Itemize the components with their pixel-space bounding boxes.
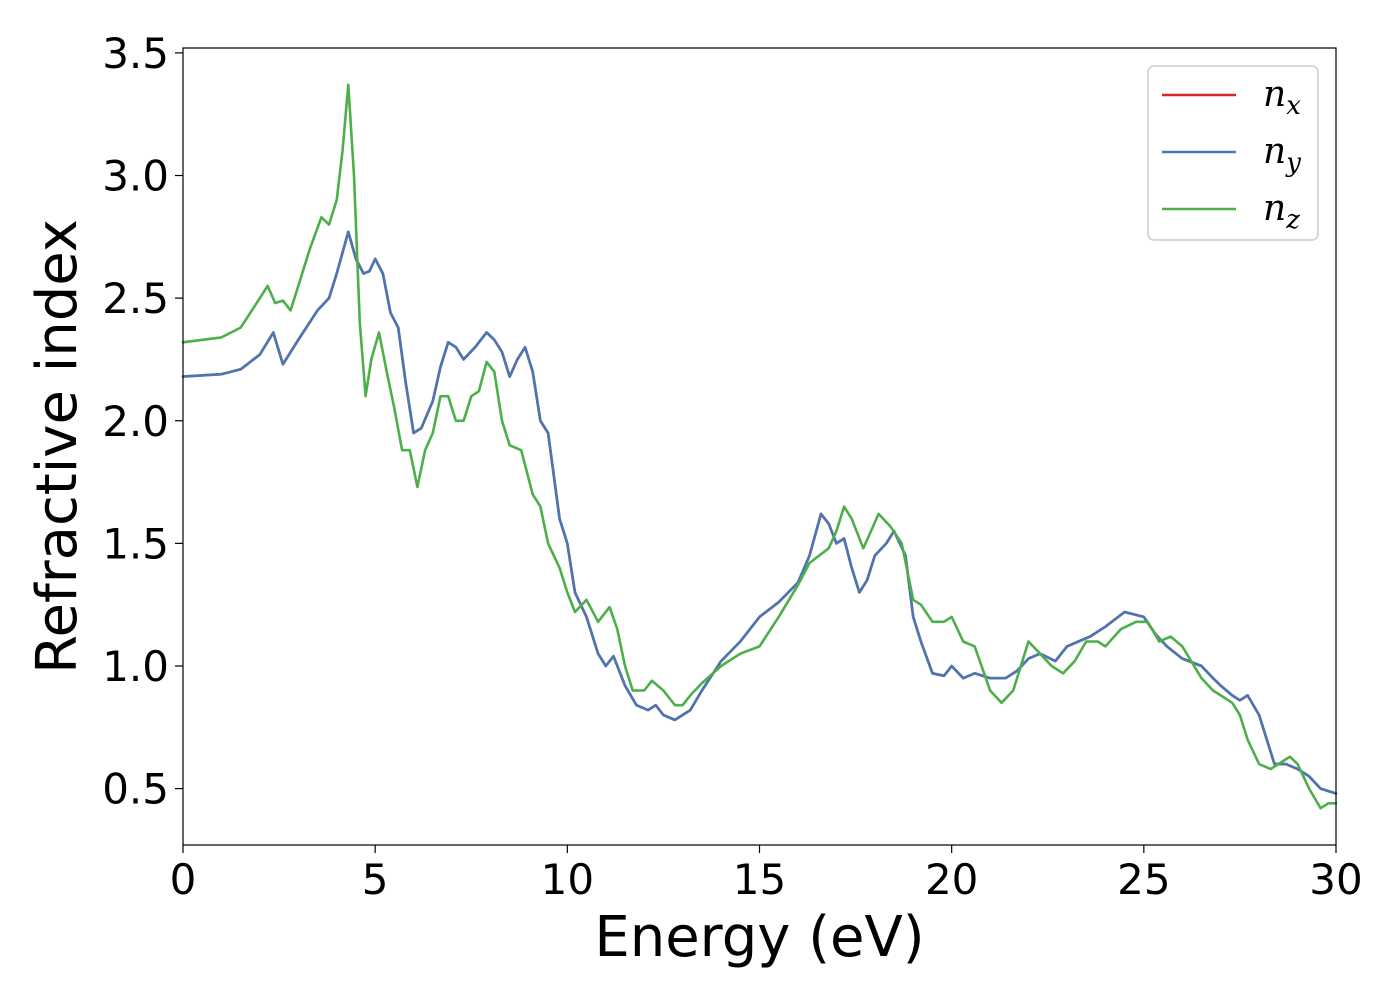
y-tick-label: 2.0 [102, 397, 169, 446]
x-tick-label: 15 [733, 855, 786, 904]
x-tick-label: 25 [1117, 855, 1170, 904]
y-tick-label: 2.5 [102, 274, 169, 323]
legend-label-ny: ny [1263, 131, 1301, 178]
y-tick-label: 3.0 [102, 152, 169, 201]
y-tick-label: 3.5 [102, 29, 169, 78]
series-line-nz [181, 83, 1338, 810]
x-tick-label: 30 [1309, 855, 1362, 904]
y-tick-label: 1.5 [102, 519, 169, 568]
x-tick-label: 0 [170, 855, 197, 904]
plot-lines [181, 83, 1338, 810]
y-tick-label: 1.0 [102, 642, 169, 691]
x-tick-label: 5 [362, 855, 389, 904]
series-line-nx [181, 230, 1338, 795]
legend-entries: nx ny nz [1162, 74, 1301, 235]
series-line-ny [181, 230, 1338, 795]
y-tick-label: 0.5 [102, 765, 169, 814]
y-axis-label: Refractive index [25, 219, 90, 674]
x-tick-label: 10 [541, 855, 594, 904]
x-axis-ticks: 0 5 10 15 20 25 30 [170, 845, 1363, 904]
y-axis-ticks: 0.5 1.0 1.5 2.0 2.5 3.0 3.5 [102, 29, 183, 814]
legend-label-nx: nx [1263, 74, 1301, 121]
x-axis-label: Energy (eV) [594, 905, 924, 970]
x-tick-label: 20 [925, 855, 978, 904]
legend-label-nz: nz [1263, 188, 1300, 235]
legend: nx ny nz [1147, 65, 1319, 241]
